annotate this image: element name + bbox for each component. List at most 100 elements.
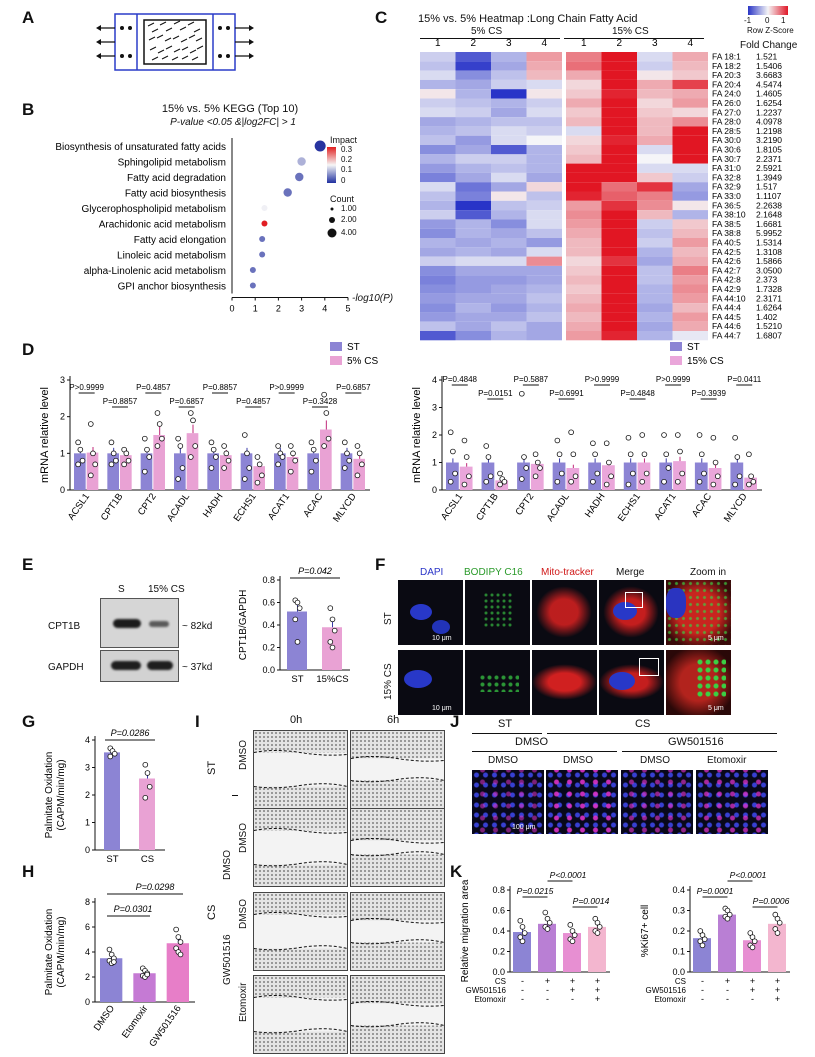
data-point	[674, 432, 681, 438]
heatmap-cell	[526, 135, 562, 145]
x-tick-label: CPT2	[513, 491, 536, 517]
treatment-label: CS	[675, 977, 686, 986]
treatment-sign: +	[595, 985, 600, 995]
y-tick-label: 0.4	[492, 926, 505, 936]
p-value: P=0.0151	[478, 389, 513, 398]
data-point	[501, 478, 508, 485]
data-point	[677, 448, 683, 455]
heatmap-cell	[637, 107, 673, 118]
heatmap-cell	[491, 154, 527, 164]
heatmap-row-label: FA 44:4	[712, 303, 741, 313]
data-point	[146, 783, 153, 790]
data-point	[159, 435, 165, 442]
heatmap-cell	[491, 79, 527, 90]
fold-change-value: 1.7328	[756, 284, 782, 294]
data-point	[188, 454, 194, 460]
p-value: P=0.8857	[203, 383, 238, 392]
data-point	[275, 461, 281, 468]
heatmap-cell	[637, 256, 673, 266]
treatment-sign: +	[750, 976, 755, 986]
kegg-xlabel: -log10(P)	[352, 293, 394, 304]
band-gapdh: GAPDH	[48, 662, 84, 673]
data-point	[175, 435, 181, 442]
heatmap-cell	[672, 228, 708, 238]
time-0h: 0h	[290, 714, 303, 726]
data-point	[144, 770, 151, 776]
data-point	[625, 481, 632, 488]
heatmap-cell	[455, 238, 491, 248]
p-value: P>0.9999	[585, 375, 620, 384]
treatment-sign: +	[570, 985, 575, 995]
fold-change-value: 1.8105	[756, 145, 782, 155]
heatmap-colorbar	[748, 6, 788, 15]
y-tick-label: 2	[85, 790, 90, 800]
heatmap-cell	[601, 89, 637, 99]
heatmap-title: 15% vs. 5% Heatmap :Long Chain Fatty Aci…	[418, 13, 638, 25]
heatmap-cell	[672, 107, 708, 118]
heatmap-cell	[455, 89, 491, 99]
data-point	[519, 390, 525, 397]
data-point	[246, 465, 253, 471]
kegg-pathway-label: Fatty acid biosynthesis	[125, 189, 226, 200]
treatment-label: GW501516	[466, 986, 507, 995]
heatmap-cell	[637, 284, 673, 294]
wound-image	[253, 808, 348, 887]
heatmap-cell	[601, 284, 637, 294]
data-point	[75, 461, 81, 468]
bar	[588, 462, 601, 490]
treatment-sign: -	[726, 985, 729, 995]
western-cpt1b	[100, 598, 179, 648]
heatmap-cell	[637, 303, 673, 313]
y-tick-label: 2	[60, 412, 65, 422]
p-value: P=0.0001	[697, 886, 734, 896]
heatmap-cell	[637, 238, 673, 248]
data-point	[627, 451, 634, 458]
heatmap-cell	[455, 228, 491, 238]
heatmap-row-label: FA 30:7	[712, 154, 741, 164]
heatmap-cell	[672, 321, 708, 331]
heatmap-cell	[526, 126, 562, 136]
fold-change-value: 3.0500	[756, 265, 782, 275]
heatmap-cell	[601, 312, 637, 322]
data-point	[111, 959, 117, 965]
heatmap-cell	[637, 52, 673, 62]
p-value: P=0.0215	[517, 886, 554, 896]
data-point	[776, 919, 783, 926]
data-point	[108, 461, 115, 468]
y-axis-label: (CAPM/min/mg)	[56, 916, 67, 987]
data-point	[256, 461, 263, 468]
heatmap-cell	[637, 98, 673, 108]
treatment-sign: -	[701, 985, 704, 995]
treatment-label: GW501516	[646, 986, 687, 995]
heatmap-cell	[601, 70, 637, 80]
western-gapdh	[100, 650, 179, 682]
y-tick-label: 0.0	[672, 967, 685, 977]
treatment-sign: -	[701, 994, 704, 1004]
heatmap-row-label: FA 42:8	[712, 275, 741, 285]
heatmap-cell	[601, 61, 637, 71]
heatmap-cell	[672, 61, 708, 71]
heatmap-cell	[526, 172, 562, 183]
y-tick-label: 1	[85, 818, 90, 828]
heatmap-cell	[566, 61, 602, 71]
heatmap-cell	[601, 228, 637, 238]
heatmap-cell	[601, 182, 637, 192]
wound-image	[253, 892, 348, 971]
data-point	[279, 454, 286, 460]
heatmap-cell	[491, 182, 527, 192]
ch-dapi: DAPI	[420, 567, 444, 578]
group-15cs-line	[564, 38, 704, 39]
heatmap-row-label: FA 42:6	[712, 256, 741, 266]
data-point	[321, 443, 327, 449]
heatmap-cell	[566, 303, 602, 313]
p-value: P=0.0006	[753, 896, 790, 906]
heatmap-cell	[672, 172, 708, 183]
fold-change-value: 1.4605	[756, 89, 782, 99]
treatment-sign: -	[726, 994, 729, 1004]
treatment-sign: -	[521, 985, 524, 995]
heatmap-cell	[601, 238, 637, 248]
heatmap-cell	[672, 265, 708, 276]
bar	[588, 926, 606, 972]
count-legend-title: Count	[330, 194, 355, 204]
migration-area-chart: 0.0 0.2 0.4 0.6 0.8 Relative migration area P=…	[460, 870, 610, 1004]
